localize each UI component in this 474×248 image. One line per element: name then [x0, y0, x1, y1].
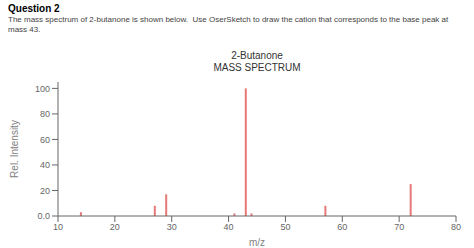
svg-text:80: 80: [451, 222, 461, 232]
svg-text:m/z: m/z: [249, 237, 265, 248]
svg-text:20: 20: [110, 222, 120, 232]
svg-text:40: 40: [224, 222, 234, 232]
svg-text:20: 20: [40, 186, 50, 196]
svg-text:10: 10: [53, 222, 63, 232]
svg-text:40: 40: [40, 160, 50, 170]
svg-text:80: 80: [40, 109, 50, 119]
svg-text:60: 60: [40, 135, 50, 145]
html-text:2-Butanone: 2-Butanone: [231, 50, 283, 61]
svg-text:60: 60: [337, 222, 347, 232]
svg-text:Rel. Intensity: Rel. Intensity: [9, 120, 20, 178]
html-text:MASS SPECTRUM: MASS SPECTRUM: [213, 62, 301, 73]
html-text:The mass spectrum of 2-butanon: The mass spectrum of 2-butanone is shown…: [8, 15, 449, 34]
svg-text:0.0: 0.0: [37, 211, 50, 221]
svg-text:100: 100: [35, 84, 50, 94]
svg-text:70: 70: [394, 222, 404, 232]
svg-text:30: 30: [167, 222, 177, 232]
html-text:Question 2: Question 2: [8, 3, 60, 14]
svg-text:50: 50: [280, 222, 290, 232]
